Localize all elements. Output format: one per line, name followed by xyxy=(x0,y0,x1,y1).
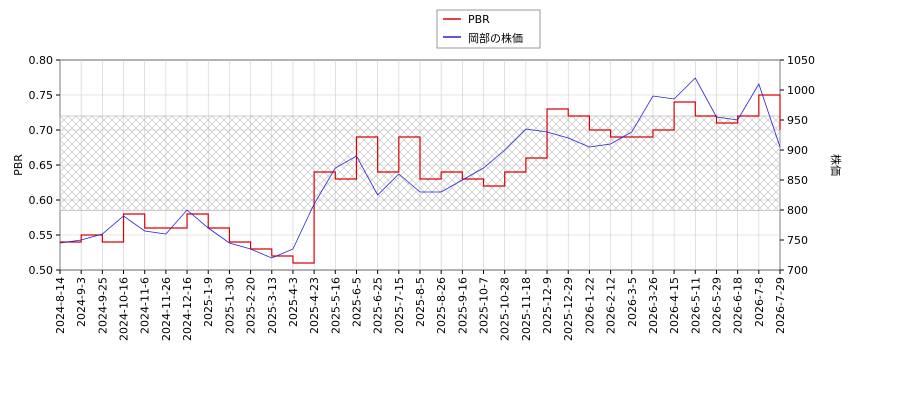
x-tick-label: 2024-8-14 xyxy=(54,277,67,334)
x-tick-label: 2024-11-26 xyxy=(160,277,173,341)
x-tick-label: 2024-12-16 xyxy=(181,277,194,341)
x-tick-label: 2026-7-8 xyxy=(753,277,766,327)
x-tick-label: 2025-6-25 xyxy=(372,277,385,334)
y-tick-label-right: 1000 xyxy=(787,84,815,97)
x-tick-label: 2025-12-9 xyxy=(541,277,554,334)
x-tick-label: 2026-1-22 xyxy=(583,277,596,334)
y-tick-label-right: 1050 xyxy=(787,54,815,67)
x-tick-label: 2026-4-15 xyxy=(668,277,681,334)
y-tick-label-left: 0.70 xyxy=(29,124,54,137)
y-tick-label-right: 700 xyxy=(787,264,808,277)
x-tick-label: 2025-10-28 xyxy=(499,277,512,341)
x-tick-label: 2024-11-6 xyxy=(139,277,152,334)
x-tick-label: 2025-11-18 xyxy=(520,277,533,341)
x-tick-label: 2025-4-3 xyxy=(287,277,300,327)
x-tick-label: 2025-10-7 xyxy=(478,277,491,334)
legend-label-price: 岡部の株価 xyxy=(468,31,523,45)
y-axis-label-left: PBR xyxy=(12,154,25,176)
x-tick-label: 2026-7-29 xyxy=(774,277,787,334)
x-tick-label: 2026-2-12 xyxy=(605,277,618,334)
y-tick-label-left: 0.65 xyxy=(29,159,54,172)
x-tick-label: 2026-5-11 xyxy=(689,277,702,334)
series-line-pbr xyxy=(60,94,781,264)
y-tick-label-left: 0.50 xyxy=(29,264,54,277)
series-lines xyxy=(59,77,781,264)
x-tick-label: 2024-9-3 xyxy=(75,277,88,327)
legend-label-pbr: PBR xyxy=(468,13,490,26)
x-tick-label: 2025-5-16 xyxy=(329,277,342,334)
x-tick-label: 2025-9-16 xyxy=(456,277,469,334)
x-tick-label: 2025-7-15 xyxy=(393,277,406,334)
x-tick-label: 2025-8-26 xyxy=(435,277,448,334)
y-tick-label-right: 900 xyxy=(787,144,808,157)
y-tick-label-left: 0.75 xyxy=(29,89,54,102)
x-tick-label: 2025-1-30 xyxy=(223,277,236,334)
y-tick-label-right: 950 xyxy=(787,114,808,127)
y-tick-label-left: 0.60 xyxy=(29,194,54,207)
x-tick-label: 2026-6-18 xyxy=(732,277,745,334)
axes: 0.50 0.55 0.60 0.65 0.70 0.75 0.80 700 750 800 850… xyxy=(29,54,816,341)
x-tick-label: 2025-8-5 xyxy=(414,277,427,327)
legend: PBR 岡部の株価 xyxy=(436,9,541,49)
y-tick-label-right: 800 xyxy=(787,204,808,217)
x-tick-label: 2025-4-23 xyxy=(308,277,321,334)
x-tick-label: 2026-3-5 xyxy=(626,277,639,327)
x-tick-label: 2025-2-20 xyxy=(245,277,258,334)
y-tick-label-right: 850 xyxy=(787,174,808,187)
x-tick-label: 2024-10-16 xyxy=(118,277,131,341)
x-tick-label: 2025-3-13 xyxy=(266,277,279,334)
series-line-price xyxy=(59,77,781,259)
x-tick-label: 2025-12-29 xyxy=(562,277,575,341)
legend-box xyxy=(436,9,541,49)
x-tick-label: 2024-9-25 xyxy=(96,277,109,334)
x-tick-label: 2026-5-29 xyxy=(710,277,723,334)
y-tick-label-right: 750 xyxy=(787,234,808,247)
x-tick-label: 2025-1-9 xyxy=(202,277,215,327)
y-tick-label-left: 0.55 xyxy=(29,229,54,242)
x-tick-label: 2026-3-26 xyxy=(647,277,660,334)
x-tick-label: 2025-6-5 xyxy=(350,277,363,327)
y-axis-label-right: 株価 xyxy=(829,154,843,176)
y-tick-label-left: 0.80 xyxy=(29,54,54,67)
